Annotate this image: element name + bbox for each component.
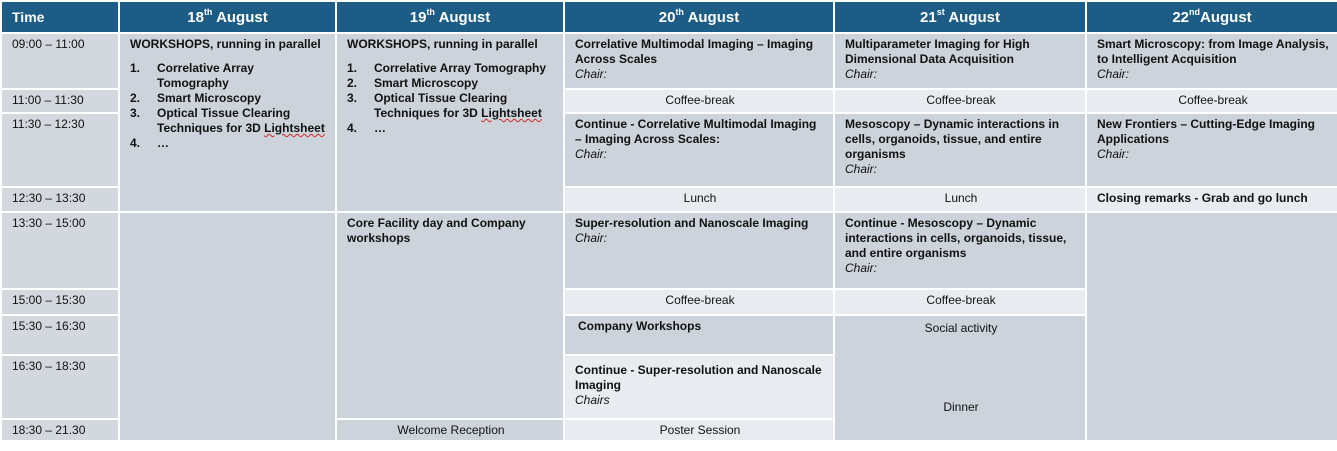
- list-item: 4.…: [347, 121, 386, 135]
- company-workshops-title: Company Workshops: [578, 319, 702, 333]
- session-title: Continue - Correlative Multimodal Imagin…: [575, 117, 817, 146]
- session-chair: Chair:: [1097, 67, 1130, 81]
- list-item: 3. Optical Tissue Clearing Techniques for…: [130, 106, 325, 135]
- table-row: 09:00 – 11:00 WORKSHOPS, running in para…: [0, 32, 1337, 213]
- time-cell: 16:30 – 18:30: [0, 354, 120, 420]
- table-row: 15:30 – 16:30 Company Workshops Social a…: [0, 314, 1337, 442]
- time-cell: 15:30 – 16:30: [0, 314, 120, 356]
- day20-session-1: Correlative Multimodal Imaging – Imaging…: [563, 32, 835, 90]
- time-cell: 12:30 – 13:30: [0, 186, 120, 213]
- day18-workshops-cell: WORKSHOPS, running in parallel 1. Correla…: [118, 32, 337, 213]
- social-activity: Social activity: [924, 321, 998, 335]
- session-chair: Chair:: [575, 67, 608, 81]
- day19-workshop-list: 1. Correlative Array Tomography 2. Smart M…: [347, 61, 555, 136]
- day18-workshops-title: WORKSHOPS, running in parallel: [130, 37, 321, 51]
- day20-company-workshops: Company Workshops: [563, 314, 835, 356]
- table-row: 18:30 – 21.30 Welcome Reception Poster S…: [0, 418, 1337, 442]
- table-row: 15:00 – 15:30 Coffee-break Coffee-break: [0, 288, 1337, 316]
- list-item: 4.…: [130, 136, 169, 150]
- day20-session-2: Continue - Correlative Multimodal Imagin…: [563, 112, 835, 188]
- day22-coffee-break: Coffee-break: [1085, 88, 1337, 114]
- day20-session-3: Super-resolution and Nanoscale Imaging C…: [563, 211, 835, 290]
- day21-evening: Social activity Dinner: [833, 314, 1087, 442]
- time-cell: 13:30 – 15:00: [0, 211, 120, 290]
- day22-session-1: Smart Microscopy: from Image Analysis, t…: [1085, 32, 1337, 90]
- header-day-21: 21st August: [833, 0, 1087, 34]
- session-chair: Chair:: [845, 261, 878, 275]
- session-title: New Frontiers – Cutting-Edge Imaging App…: [1097, 117, 1316, 146]
- day21-coffee-break-2: Coffee-break: [833, 288, 1087, 316]
- day18-workshop-list: 1. Correlative Array Tomography 2. Smart M…: [130, 61, 327, 151]
- session-chair: Chair:: [1097, 147, 1130, 161]
- day21-session-3: Continue - Mesoscopy – Dynamic interacti…: [833, 211, 1087, 290]
- list-item: 2. Smart Microscopy: [347, 76, 479, 90]
- header-day-18: 18th August: [118, 0, 337, 34]
- table-row: 12:30 – 13:30 Lunch Lunch Closing remark…: [0, 186, 1337, 213]
- core-facility-title: Core Facility day and Company workshops: [347, 216, 526, 245]
- session-chair: Chair:: [845, 162, 878, 176]
- day19-core-facility: Core Facility day and Company workshops: [335, 211, 565, 420]
- session-title: Super-resolution and Nanoscale Imaging: [575, 216, 809, 230]
- day19-workshops-cell: WORKSHOPS, running in parallel 1. Correla…: [335, 32, 565, 213]
- closing-remarks: Closing remarks - Grab and go lunch: [1097, 191, 1308, 205]
- session-title: Smart Microscopy: from Image Analysis, t…: [1097, 37, 1329, 66]
- session-title: Continue - Super-resolution and Nanoscal…: [575, 363, 822, 392]
- table-row: 13:30 – 15:00 Core Facility day and Comp…: [0, 211, 1337, 442]
- day18-empty-cell: [118, 211, 337, 442]
- day21-lunch: Lunch: [833, 186, 1087, 213]
- day20-lunch: Lunch: [563, 186, 835, 213]
- day20-poster-session: Poster Session: [563, 418, 835, 442]
- list-item: 1. Correlative Array Tomography: [130, 61, 254, 90]
- day19-workshops-title: WORKSHOPS, running in parallel: [347, 37, 538, 51]
- table-row: 16:30 – 18:30 Continue - Super-resolutio…: [0, 354, 1337, 420]
- table-row: 11:30 – 12:30 Continue - Correlative Mul…: [0, 112, 1337, 188]
- dinner: Dinner: [943, 400, 979, 414]
- session-title: Continue - Mesoscopy – Dynamic interacti…: [845, 216, 1067, 260]
- day21-session-1: Multiparameter Imaging for High Dimensio…: [833, 32, 1087, 90]
- table-row: 11:00 – 11:30 Coffee-break Coffee-break …: [0, 88, 1337, 114]
- day20-session-4: Continue - Super-resolution and Nanoscal…: [563, 354, 835, 420]
- day20-coffee-break-2: Coffee-break: [563, 288, 835, 316]
- header-day-19: 19th August: [335, 0, 565, 34]
- day19-welcome-reception: Welcome Reception: [335, 418, 565, 442]
- list-item: 2. Smart Microscopy: [130, 91, 262, 105]
- session-chair: Chair:: [575, 231, 608, 245]
- header-day-20: 20th August: [563, 0, 835, 34]
- day21-coffee-break: Coffee-break: [833, 88, 1087, 114]
- session-title: Multiparameter Imaging for High Dimensio…: [845, 37, 1030, 66]
- day22-closing: Closing remarks - Grab and go lunch: [1085, 186, 1337, 213]
- session-chair: Chair:: [575, 147, 608, 161]
- day22-empty-cell: [1085, 211, 1337, 442]
- time-cell: 15:00 – 15:30: [0, 288, 120, 316]
- day21-session-2: Mesoscopy – Dynamic interactions in cell…: [833, 112, 1087, 188]
- day22-session-2: New Frontiers – Cutting-Edge Imaging App…: [1085, 112, 1337, 188]
- session-chair: Chair:: [845, 67, 878, 81]
- session-title: Mesoscopy – Dynamic interactions in cell…: [845, 117, 1060, 161]
- session-title: Correlative Multimodal Imaging – Imaging…: [575, 37, 814, 66]
- time-cell: 11:30 – 12:30: [0, 112, 120, 188]
- session-chair: Chairs: [575, 393, 610, 407]
- header-time: Time: [0, 0, 120, 34]
- time-cell: 18:30 – 21.30: [0, 418, 120, 442]
- time-cell: 09:00 – 11:00: [0, 32, 120, 90]
- header-day-22: 22ndAugust: [1085, 0, 1337, 34]
- list-item: 3. Optical Tissue Clearing Techniques for…: [347, 91, 542, 120]
- list-item: 1. Correlative Array Tomography: [347, 61, 547, 75]
- time-cell: 11:00 – 11:30: [0, 88, 120, 114]
- day20-coffee-break: Coffee-break: [563, 88, 835, 114]
- header-row: Time 18th August 19th August 20th August…: [0, 0, 1337, 34]
